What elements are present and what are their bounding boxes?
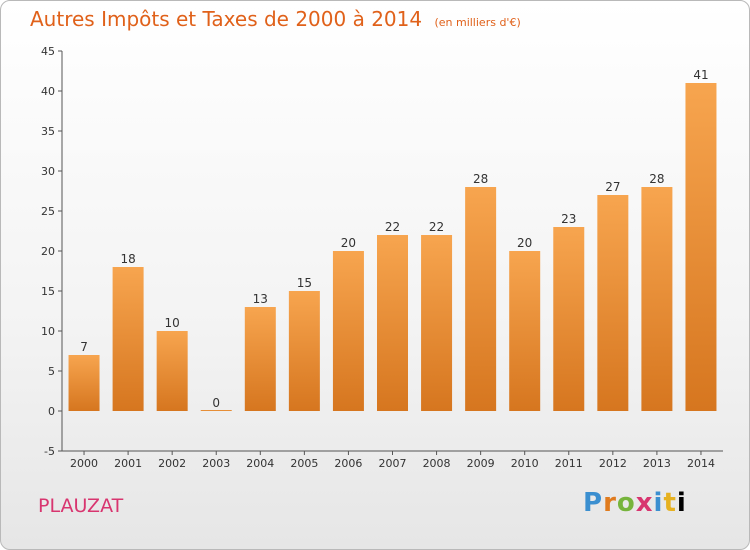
bar [332, 251, 364, 411]
bar [200, 410, 232, 411]
x-tick-label: 2005 [290, 457, 318, 470]
y-tick-label: 0 [48, 405, 55, 418]
x-tick-label: 2007 [379, 457, 407, 470]
logo-letter: t [663, 488, 677, 518]
x-tick-label: 2001 [114, 457, 142, 470]
bar [641, 187, 673, 411]
x-tick-label: 2013 [643, 457, 671, 470]
x-tick-label: 2014 [687, 457, 715, 470]
bar [421, 235, 453, 411]
data-label: 20 [341, 236, 356, 250]
data-label: 28 [473, 172, 488, 186]
y-tick-label: 10 [41, 325, 55, 338]
data-label: 13 [253, 292, 268, 306]
y-tick-label: 20 [41, 245, 55, 258]
bar [509, 251, 541, 411]
y-tick-label: 40 [41, 85, 55, 98]
logo-letter: x [635, 488, 654, 518]
y-tick-label: 25 [41, 205, 55, 218]
x-tick-label: 2006 [334, 457, 362, 470]
bar [597, 195, 629, 411]
value-labels: 7 18 10 0 13 15 20 22 22 28 20 23 27 28 41 [80, 68, 708, 410]
data-label: 28 [649, 172, 664, 186]
chart-title-text: Autres Impôts et Taxes de 2000 à 2014 [30, 7, 423, 31]
y-tick-label: 45 [41, 45, 55, 58]
y-tick-label: 35 [41, 125, 55, 138]
x-tick-label: 2012 [599, 457, 627, 470]
logo-letter: i [676, 488, 687, 518]
bar [244, 307, 276, 411]
y-tick-label: 5 [48, 365, 55, 378]
commune-name: PLAUZAT [38, 495, 124, 517]
bar [685, 83, 717, 411]
data-label: 18 [120, 252, 135, 266]
bar [156, 331, 188, 411]
x-tick-label: 2008 [423, 457, 451, 470]
x-tick-label: 2003 [202, 457, 230, 470]
bar [553, 227, 585, 411]
x-tick-label: 2002 [158, 457, 186, 470]
data-label: 22 [429, 220, 444, 234]
proxiti-logo: Proxiti [583, 488, 687, 518]
data-label: 22 [385, 220, 400, 234]
bar [377, 235, 408, 411]
y-tick-label: -5 [44, 445, 55, 458]
y-tick-label: 15 [41, 285, 55, 298]
bar [288, 291, 320, 411]
bar [68, 355, 100, 411]
data-label: 23 [561, 212, 576, 226]
logo-letter: i [653, 488, 664, 518]
x-tick-label: 2000 [70, 457, 98, 470]
x-tick-label: 2009 [467, 457, 495, 470]
data-label: 10 [165, 316, 180, 330]
logo-letter: P [583, 488, 604, 518]
x-tick-label: 2011 [555, 457, 583, 470]
data-label: 27 [605, 180, 620, 194]
y-tick-label: 30 [41, 165, 55, 178]
data-label: 15 [297, 276, 312, 290]
logo-letter: o [616, 488, 636, 518]
chart-title: Autres Impôts et Taxes de 2000 à 2014 (e… [30, 7, 521, 31]
bar [465, 187, 497, 411]
bars [68, 83, 717, 411]
bar [112, 267, 144, 411]
data-label: 7 [80, 340, 88, 354]
data-label: 20 [517, 236, 532, 250]
x-tick-label: 2004 [246, 457, 274, 470]
data-label: 0 [212, 396, 220, 410]
logo-letter: r [603, 488, 617, 518]
data-label: 41 [693, 68, 708, 82]
chart-unit: (en milliers d'€) [434, 16, 521, 29]
x-tick-label: 2010 [511, 457, 539, 470]
